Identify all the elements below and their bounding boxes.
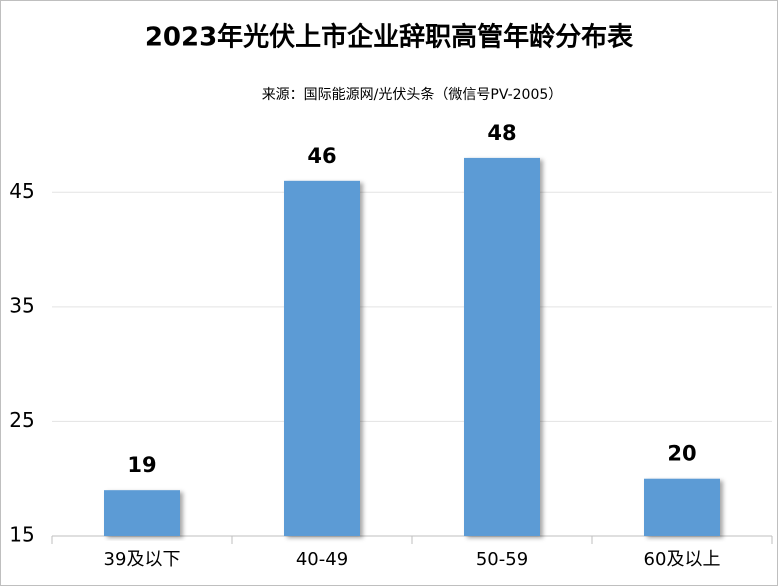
chart-title: 2023年光伏上市企业辞职高管年龄分布表	[145, 22, 634, 53]
y-tick-label: 25	[9, 408, 34, 432]
x-tick-label: 40-49	[296, 549, 348, 570]
value-label: 46	[307, 144, 336, 168]
bar	[464, 157, 540, 536]
y-tick-label: 35	[9, 293, 34, 317]
x-tick-label: 39及以下	[104, 549, 181, 570]
value-label: 19	[127, 453, 156, 477]
bar	[104, 490, 180, 536]
y-tick-label: 15	[9, 523, 34, 547]
bar	[644, 478, 720, 536]
chart-subtitle: 来源：国际能源网/光伏头条（微信号PV-2005）	[262, 86, 563, 103]
value-label: 20	[667, 442, 696, 466]
x-tick-label: 50-59	[476, 549, 528, 570]
value-label: 48	[487, 121, 516, 145]
bar	[284, 180, 360, 537]
x-tick-label: 60及以上	[644, 549, 721, 570]
y-tick-label: 45	[9, 179, 34, 203]
